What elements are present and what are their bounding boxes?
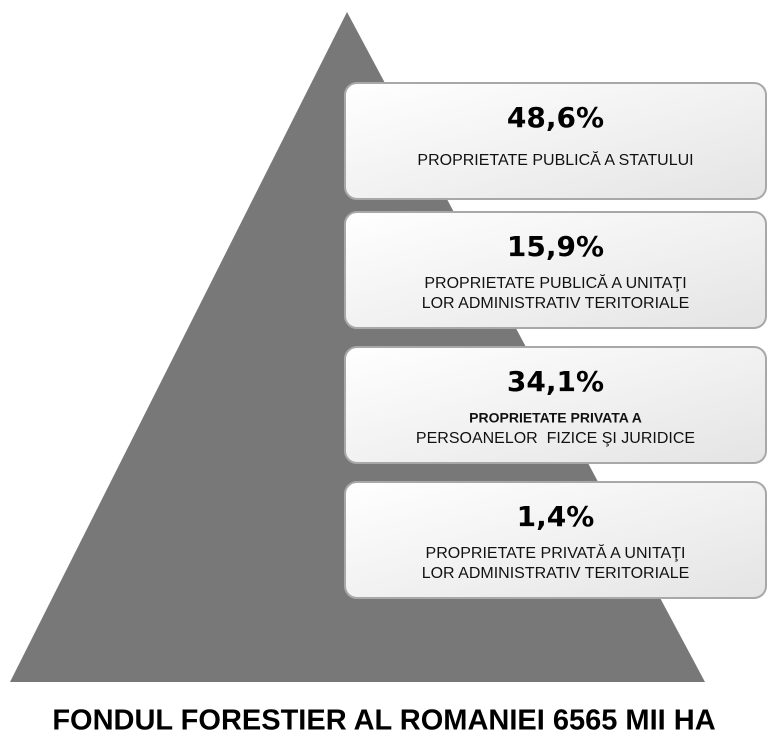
percent: 34,1% xyxy=(507,365,604,398)
box xyxy=(344,82,767,200)
percent: 48,6% xyxy=(507,101,604,134)
box xyxy=(344,481,767,599)
percent: 1,4% xyxy=(517,500,595,533)
title: FONDUL FORESTIER AL ROMANIEI 6565 MII HA xyxy=(52,705,715,737)
box-line: PROPRIETATE PUBLICĂ A UNITAŢI xyxy=(424,273,686,292)
percent: 15,9% xyxy=(507,230,604,263)
box-line: PROPRIETATE PUBLICĂ A STATULUI xyxy=(417,150,693,169)
box-line: PROPRIETATE PRIVATA A xyxy=(469,410,642,426)
box-line: LOR ADMINISTRATIV TERITORIALE xyxy=(422,295,690,312)
boxes: 48,6% PROPRIETATE PUBLICĂ A STATULUI 15,9%… xyxy=(344,82,767,599)
box-line: LOR ADMINISTRATIV TERITORIALE xyxy=(422,565,690,582)
box xyxy=(344,346,767,464)
box xyxy=(344,211,767,329)
box-line: PROPRIETATE PRIVATĂ A UNITAŢI xyxy=(426,543,686,562)
box-line: PERSOANELOR FIZICE ŞI JURIDICE xyxy=(416,430,695,447)
